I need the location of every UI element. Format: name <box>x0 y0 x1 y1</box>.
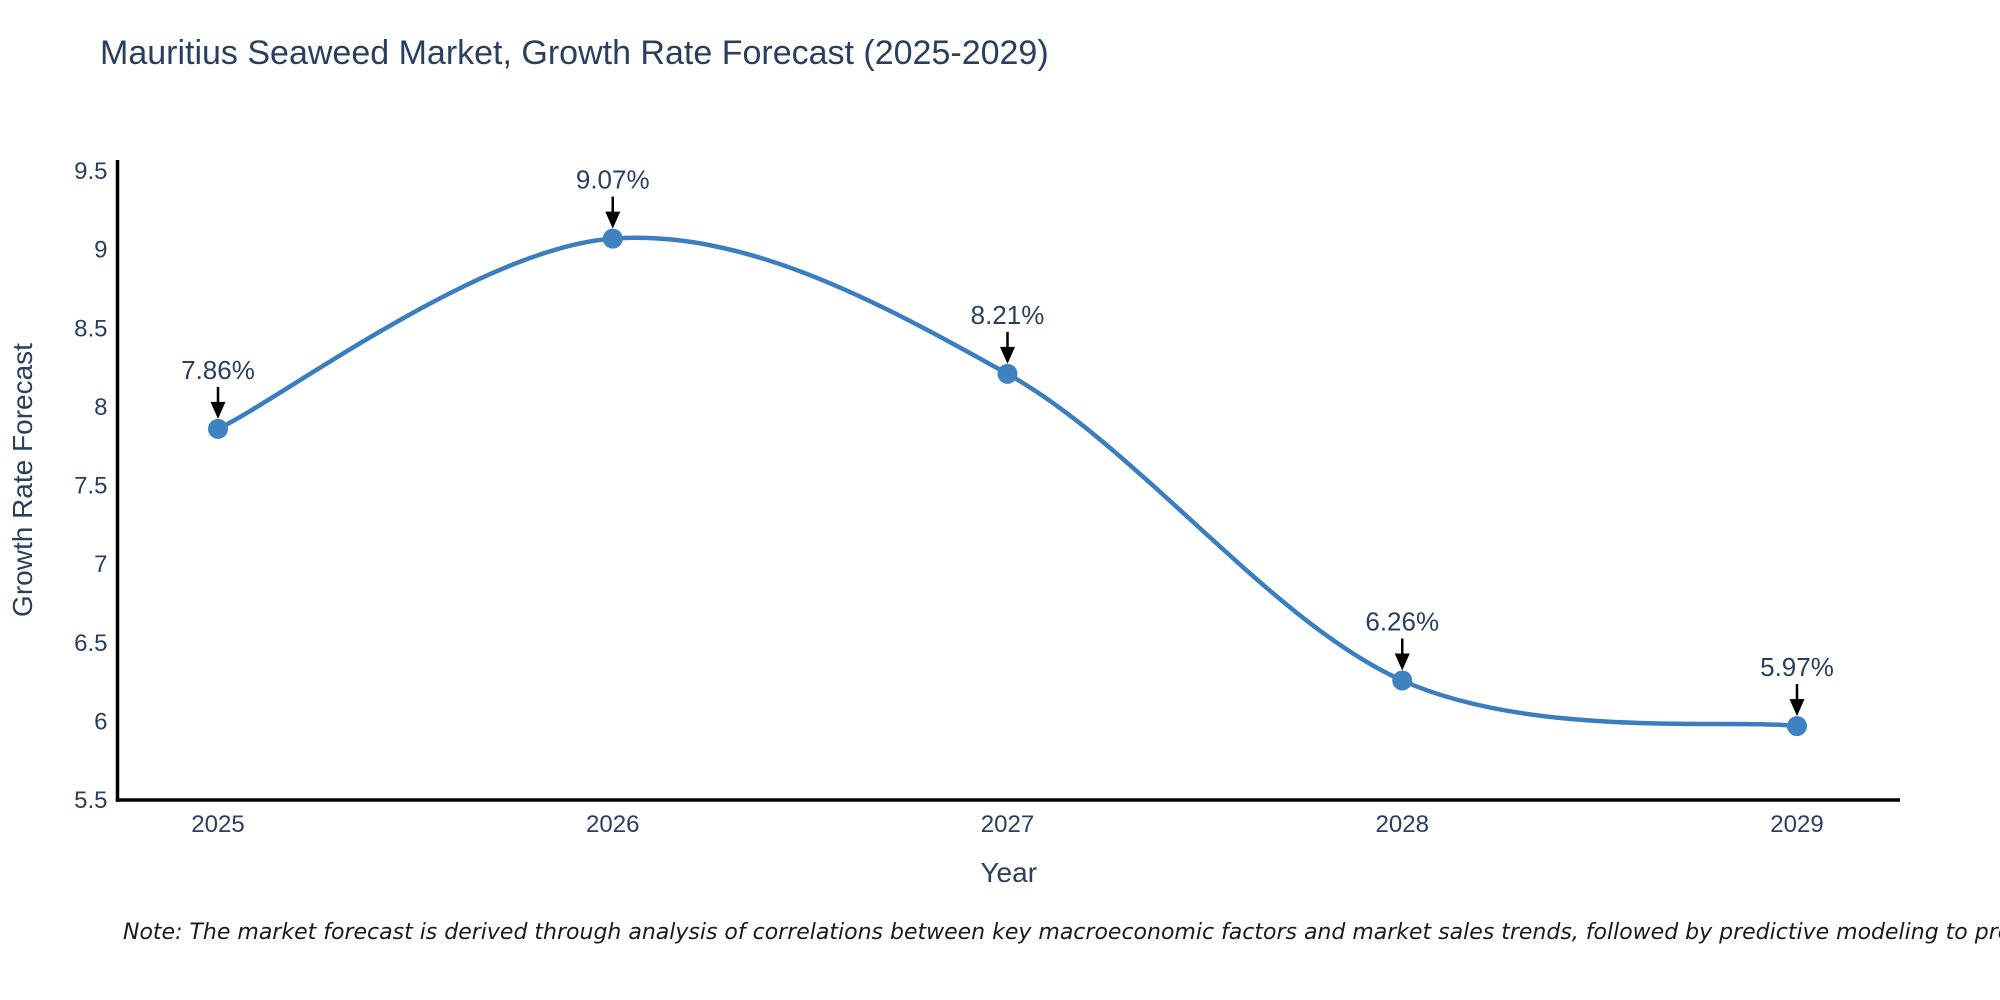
y-tick-label: 6.5 <box>74 630 107 657</box>
x-tick-label: 2029 <box>1770 811 1823 838</box>
annotation-arrow-head-icon <box>1000 346 1015 364</box>
annotation-arrow-head-icon <box>1789 699 1805 717</box>
x-tick-label: 2027 <box>981 811 1034 838</box>
data-point-marker[interactable] <box>1392 670 1413 691</box>
data-point-label: 8.21% <box>971 300 1045 330</box>
data-point-marker[interactable] <box>997 363 1018 384</box>
x-tick-label: 2025 <box>191 811 244 838</box>
data-point-marker[interactable] <box>208 418 228 439</box>
footnote: Note: The market forecast is derived thr… <box>123 920 2000 945</box>
x-tick-label: 2028 <box>1376 811 1429 838</box>
x-tick-label: 2026 <box>586 811 639 838</box>
data-point-label: 7.86% <box>181 355 255 385</box>
y-axis-title: Growth Rate Forecast <box>7 343 38 617</box>
y-tick-label: 8.5 <box>74 315 107 342</box>
y-tick-label: 7 <box>94 551 107 578</box>
y-tick-label: 6 <box>94 708 107 735</box>
data-point-marker[interactable] <box>602 228 623 249</box>
x-axis-title: Year <box>980 857 1037 888</box>
annotation-arrow-head-icon <box>605 211 621 229</box>
y-tick-label: 8 <box>94 394 107 421</box>
data-point-marker[interactable] <box>1787 716 1807 737</box>
annotation-arrow-head-icon <box>1394 653 1410 671</box>
y-tick-label: 7.5 <box>74 473 107 500</box>
chart-title: Mauritius Seaweed Market, Growth Rate Fo… <box>100 34 1049 72</box>
y-tick-label: 5.5 <box>74 787 107 814</box>
y-tick-label: 9 <box>94 237 107 264</box>
data-point-label: 5.97% <box>1760 652 1834 682</box>
data-point-label: 6.26% <box>1365 606 1439 636</box>
annotation-arrow-head-icon <box>210 401 226 419</box>
data-point-label: 9.07% <box>576 165 650 195</box>
y-tick-label: 9.5 <box>74 158 107 185</box>
